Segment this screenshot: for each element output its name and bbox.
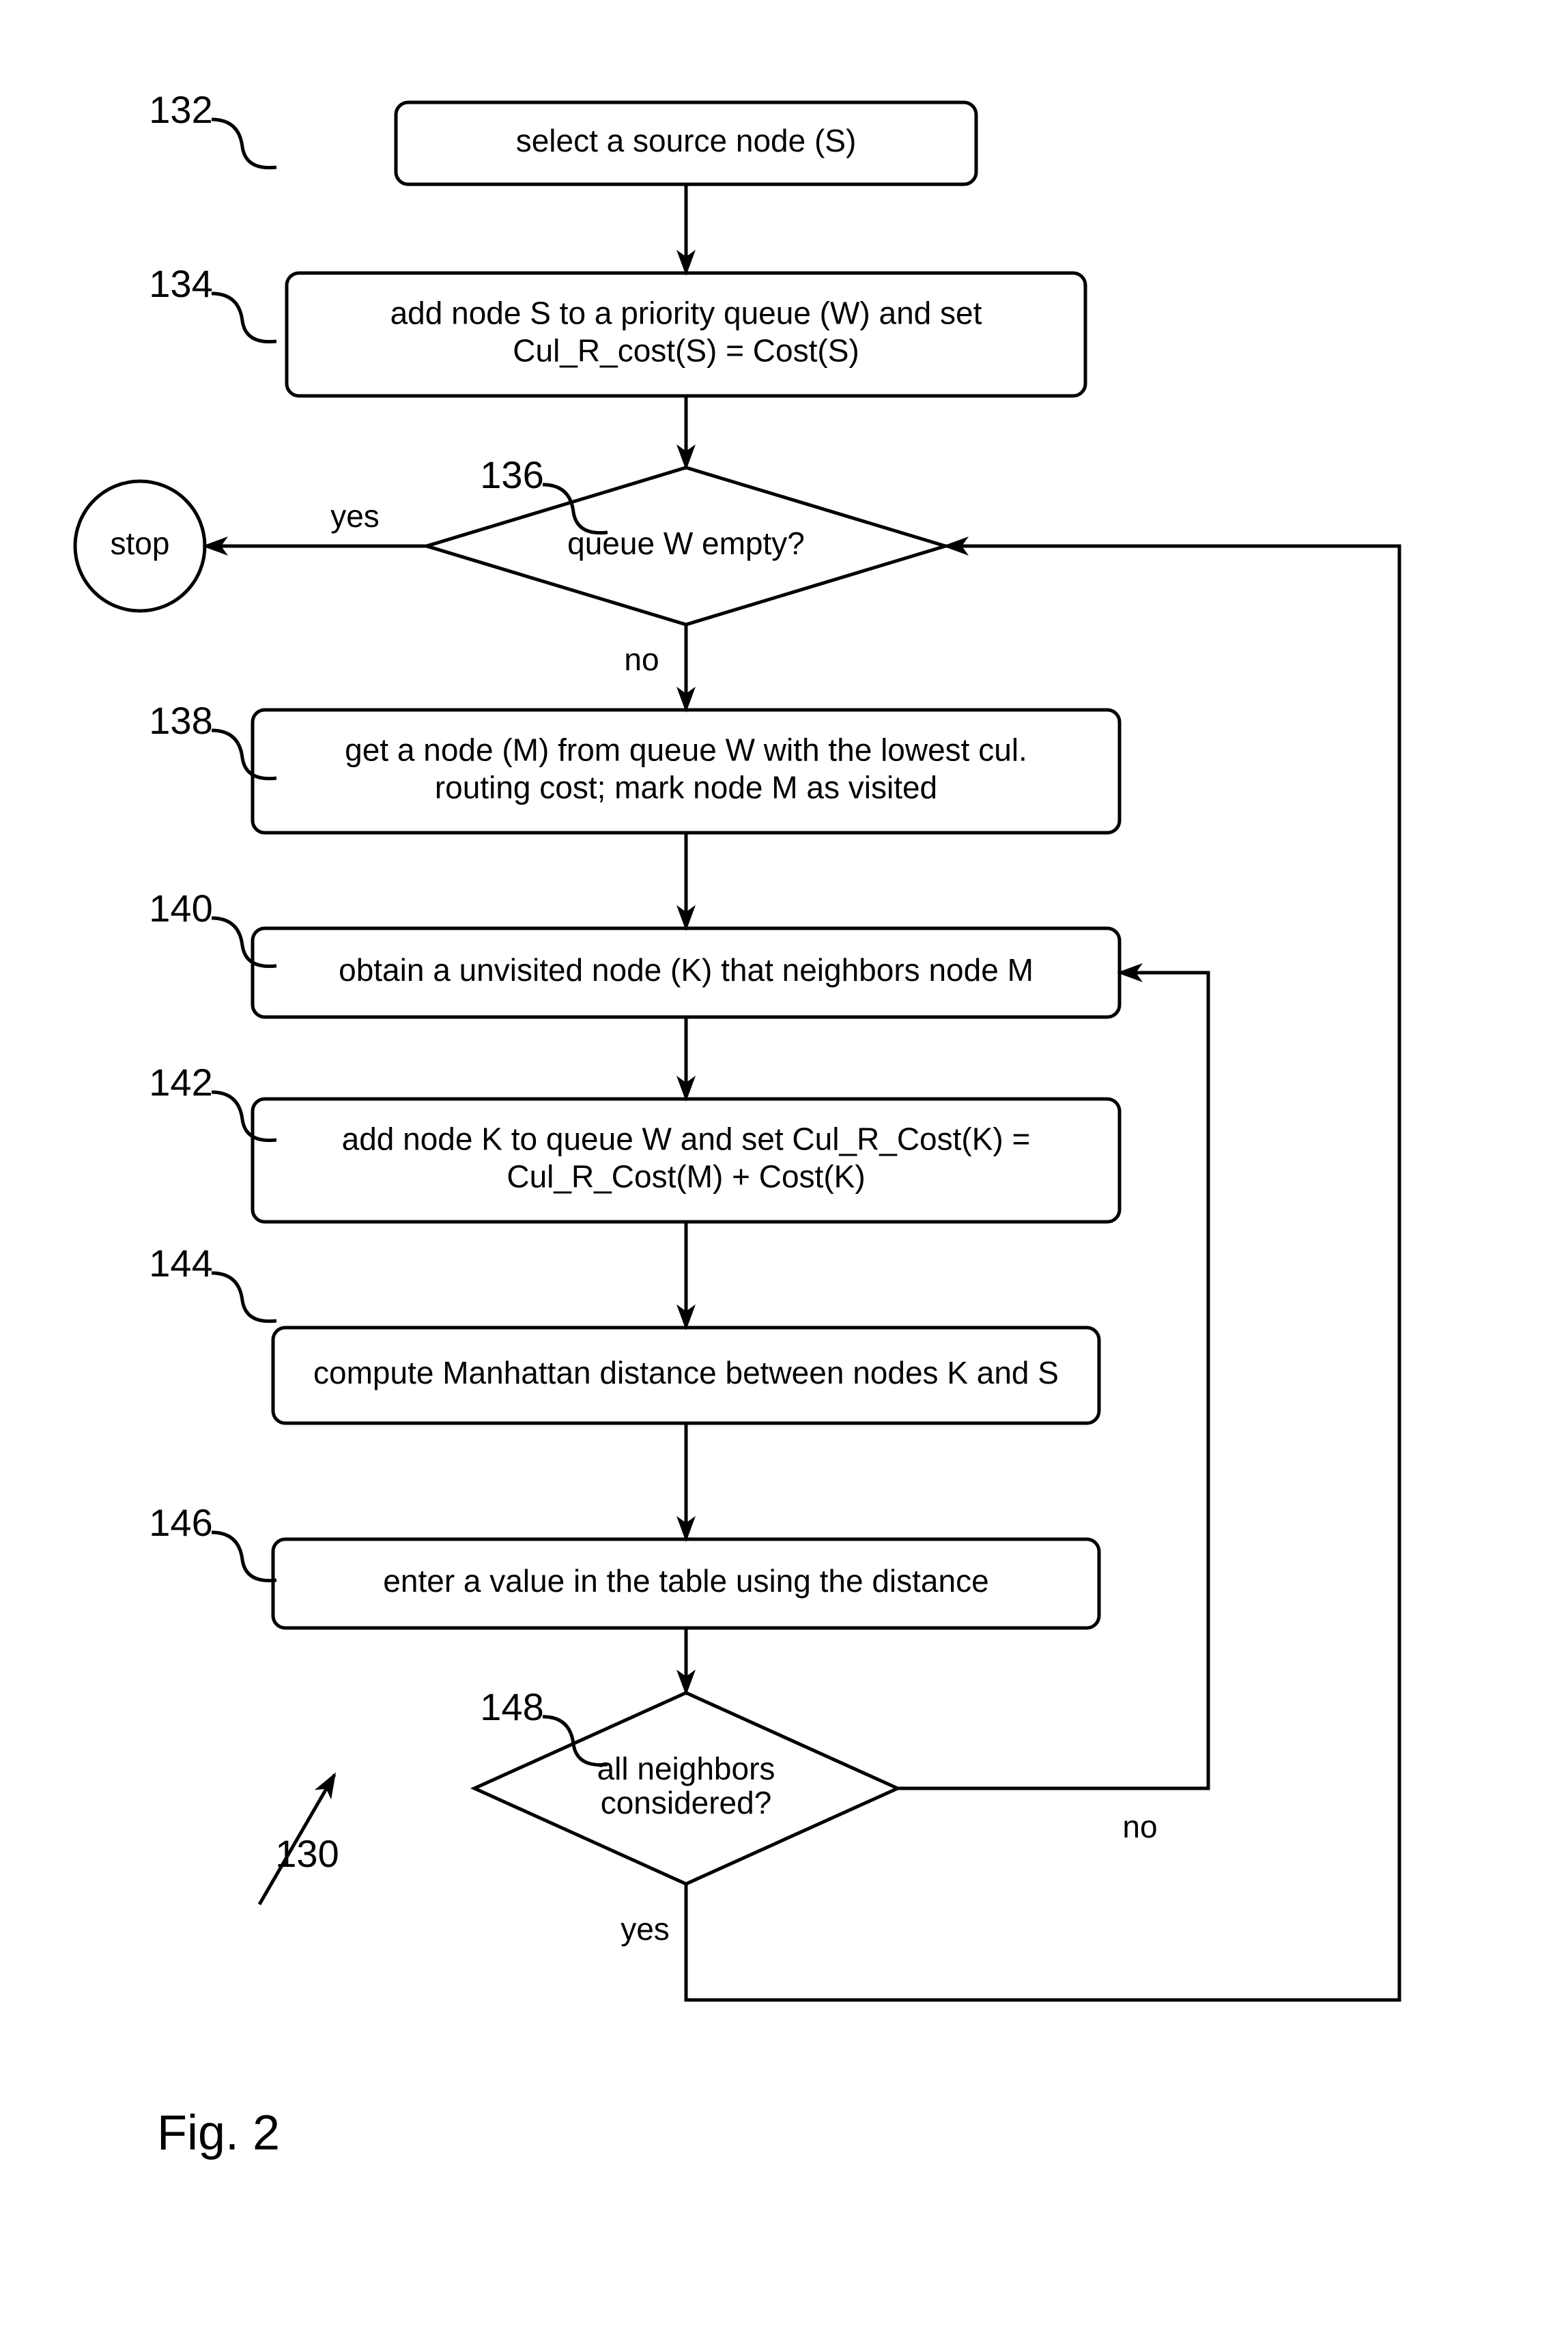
svg-text:no: no (1122, 1809, 1157, 1844)
n142: add node K to queue W and set Cul_R_Cost… (149, 1061, 1120, 1222)
svg-text:Fig. 2: Fig. 2 (157, 2106, 280, 2160)
svg-text:compute Manhattan distance bet: compute Manhattan distance between nodes… (313, 1355, 1059, 1390)
svg-text:no: no (624, 642, 659, 677)
svg-text:136: 136 (480, 453, 543, 496)
svg-text:yes: yes (621, 1911, 670, 1947)
svg-text:select a source node (S): select a source node (S) (516, 123, 857, 158)
svg-text:148: 148 (480, 1685, 543, 1728)
n144: compute Manhattan distance between nodes… (149, 1242, 1099, 1423)
svg-text:132: 132 (149, 88, 212, 131)
svg-text:Cul_R_Cost(M) + Cost(K): Cul_R_Cost(M) + Cost(K) (507, 1159, 865, 1195)
svg-text:all neighbors: all neighbors (597, 1751, 775, 1786)
svg-text:queue W empty?: queue W empty? (567, 526, 805, 561)
svg-text:routing cost; mark node M as v: routing cost; mark node M as visited (435, 770, 937, 805)
n140: obtain a unvisited node (K) that neighbo… (149, 887, 1120, 1017)
svg-text:134: 134 (149, 262, 212, 305)
svg-text:add node S to a priority queue: add node S to a priority queue (W) and s… (390, 296, 982, 331)
svg-text:considered?: considered? (601, 1785, 772, 1820)
svg-text:130: 130 (275, 1832, 339, 1875)
n148: all neighborsconsidered? 148 (474, 1685, 898, 1884)
svg-text:138: 138 (149, 699, 212, 742)
svg-text:add node K to queue W and set: add node K to queue W and set Cul_R_Cost… (342, 1121, 1031, 1157)
svg-text:140: 140 (149, 887, 212, 930)
svg-text:obtain a unvisited node (K) th: obtain a unvisited node (K) that neighbo… (339, 952, 1034, 988)
svg-text:146: 146 (149, 1501, 212, 1544)
svg-text:get a node (M) from queue W wi: get a node (M) from queue W with the low… (345, 732, 1027, 768)
svg-text:yes: yes (330, 498, 380, 534)
svg-text:stop: stop (111, 526, 170, 561)
n138: get a node (M) from queue W with the low… (149, 699, 1120, 833)
svg-text:144: 144 (149, 1242, 212, 1285)
svg-text:enter a value in the table usi: enter a value in the table using the dis… (383, 1563, 988, 1599)
n134: add node S to a priority queue (W) and s… (149, 262, 1085, 396)
svg-text:142: 142 (149, 1061, 212, 1104)
n146: enter a value in the table using the dis… (149, 1501, 1099, 1628)
n136: queue W empty? 136 (427, 453, 945, 625)
stop: stop (75, 481, 205, 611)
n132: select a source node (S) 132 (149, 88, 976, 184)
svg-text:Cul_R_cost(S) = Cost(S): Cul_R_cost(S) = Cost(S) (513, 333, 859, 369)
